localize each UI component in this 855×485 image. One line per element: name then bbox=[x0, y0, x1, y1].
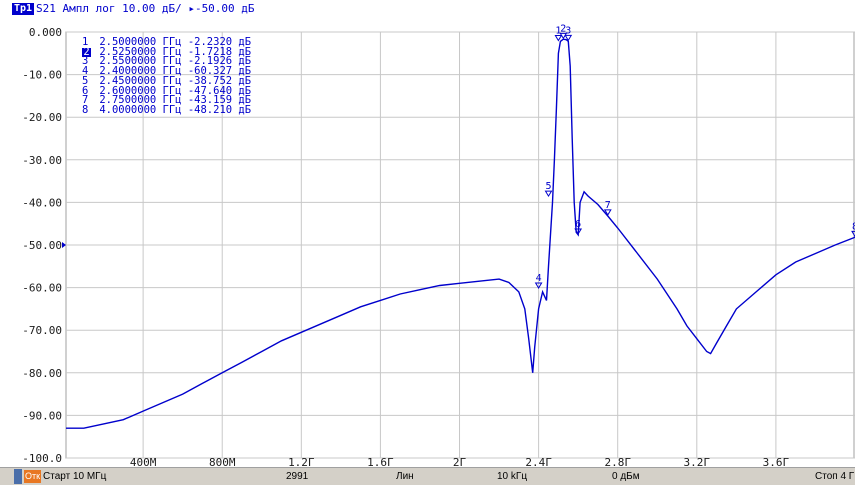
marker-frequency: 2.4000000 ГГц bbox=[99, 65, 182, 78]
y-tick-label: -20.00 bbox=[22, 111, 62, 124]
y-tick-label: -50.00 bbox=[22, 239, 62, 252]
marker-number: 7 bbox=[82, 94, 89, 107]
marker-frequency: 2.4500000 ГГц bbox=[99, 74, 182, 87]
marker-row[interactable]: 6 2.6000000 ГГц -47.640 дБ bbox=[82, 84, 252, 97]
marker-number: 1 bbox=[82, 36, 89, 48]
marker-table: 1 2.5000000 ГГц -2.2320 дБ 2 2.5250000 ГГ… bbox=[82, 36, 252, 116]
marker-row[interactable]: 4 2.4000000 ГГц -60.327 дБ bbox=[82, 65, 252, 78]
marker-number: 2 bbox=[82, 45, 91, 58]
marker-6-label: 6 bbox=[575, 219, 581, 230]
x-tick-label: 1.2Г bbox=[288, 456, 315, 467]
marker-value: -47.640 дБ bbox=[187, 84, 252, 97]
marker-1-symbol[interactable] bbox=[554, 35, 563, 42]
trace-line bbox=[66, 38, 855, 429]
marker-3-label: 3 bbox=[565, 25, 571, 36]
x-tick-label: 2Г bbox=[453, 456, 467, 467]
marker-row[interactable]: 7 2.7500000 ГГц -43.159 дБ bbox=[82, 94, 252, 107]
chart-area[interactable]: 0.000 -10.00 -20.00 -30.00 -40.00 -50.00 -60.0… bbox=[0, 0, 855, 467]
marker-2-label: 2 bbox=[560, 23, 566, 34]
marker-value: -2.1926 дБ bbox=[187, 55, 252, 68]
x-axis: 400M 800M 1.2Г 1.6Г 2Г 2.4Г 2.8Г 3.2Г 3.6Г bbox=[130, 456, 790, 467]
x-tick-label: 800M bbox=[209, 456, 236, 467]
y-tick-label: -100.0 bbox=[22, 452, 62, 465]
marker-row[interactable]: 8 4.0000000 ГГц -48.210 дБ bbox=[82, 103, 252, 116]
marker-number: 4 bbox=[82, 65, 89, 78]
power-level[interactable]: 0 дБм bbox=[612, 471, 640, 482]
start-frequency[interactable]: Старт 10 МГц bbox=[43, 471, 107, 482]
y-tick-label: -80.00 bbox=[22, 367, 62, 380]
reference-level-arrow[interactable] bbox=[62, 242, 66, 248]
marker-5-label: 5 bbox=[545, 181, 551, 192]
marker-frequency: 2.5250000 ГГц bbox=[99, 45, 182, 58]
marker-number: 3 bbox=[82, 55, 89, 68]
marker-frequency: 2.5000000 ГГц bbox=[99, 36, 182, 48]
y-tick-label: -10.00 bbox=[22, 69, 62, 82]
marker-frequency: 4.0000000 ГГц bbox=[99, 103, 182, 116]
y-tick-label: -30.00 bbox=[22, 154, 62, 167]
marker-frequency: 2.7500000 ГГц bbox=[99, 94, 182, 107]
x-tick-label: 1.6Г bbox=[367, 456, 394, 467]
y-tick-label: -60.00 bbox=[22, 282, 62, 295]
marker-4-label: 4 bbox=[536, 273, 542, 284]
marker-number: 8 bbox=[82, 103, 89, 116]
y-axis: 0.000 -10.00 -20.00 -30.00 -40.00 -50.00 -60.0… bbox=[22, 26, 66, 465]
marker-row[interactable]: 1 2.5000000 ГГц -2.2320 дБ bbox=[82, 36, 252, 48]
x-tick-label: 2.4Г bbox=[525, 456, 552, 467]
marker-7-symbol[interactable] bbox=[603, 209, 612, 216]
marker-value: -48.210 дБ bbox=[187, 103, 252, 116]
y-tick-label: -70.00 bbox=[22, 324, 62, 337]
marker-frequency: 2.5500000 ГГц bbox=[99, 55, 182, 68]
marker-value: -43.159 дБ bbox=[187, 94, 252, 107]
marker-4-symbol[interactable] bbox=[534, 282, 543, 289]
status-indicator bbox=[14, 469, 22, 484]
marker-2-symbol[interactable] bbox=[559, 32, 568, 40]
marker-value: -1.7218 дБ bbox=[187, 45, 252, 58]
status-bar: Отк Старт 10 МГц 2991 Лин 10 kГц 0 дБм С… bbox=[0, 467, 855, 485]
marker-value: -38.752 дБ bbox=[187, 74, 252, 87]
marker-8-symbol[interactable] bbox=[851, 230, 855, 238]
trace-markers: 123 4 5 6 7 8 bbox=[534, 23, 855, 289]
y-tick-label: 0.000 bbox=[29, 26, 62, 39]
if-bandwidth[interactable]: 10 kГц bbox=[497, 471, 528, 482]
marker-7-label: 7 bbox=[605, 200, 611, 211]
x-tick-label: 400M bbox=[130, 456, 157, 467]
trace-info: S21 Ампл лог 10.00 дБ/ ▸-50.00 дБ bbox=[36, 2, 255, 15]
marker-value: -60.327 дБ bbox=[187, 65, 252, 78]
trace-s21 bbox=[66, 38, 855, 429]
marker-row[interactable]: 3 2.5500000 ГГц -2.1926 дБ bbox=[82, 55, 252, 68]
marker-row[interactable]: 2 2.5250000 ГГц -1.7218 дБ bbox=[82, 45, 252, 58]
mode-badge[interactable]: Отк bbox=[24, 470, 42, 483]
x-tick-label: 3.6Г bbox=[763, 456, 790, 467]
marker-1-label: 1 bbox=[555, 26, 561, 37]
y-tick-label: -90.00 bbox=[22, 409, 62, 422]
trace-tag[interactable]: Тр1 bbox=[12, 3, 35, 15]
marker-3-symbol[interactable] bbox=[564, 34, 573, 42]
marker-number: 6 bbox=[82, 84, 89, 97]
marker-frequency: 2.6000000 ГГц bbox=[99, 84, 182, 97]
marker-8-label: 8 bbox=[852, 221, 855, 232]
marker-5-symbol[interactable] bbox=[544, 190, 553, 198]
marker-value: -2.2320 дБ bbox=[187, 36, 252, 48]
x-tick-label: 3.2Г bbox=[684, 456, 711, 467]
grid-lines bbox=[65, 31, 855, 459]
marker-number: 5 bbox=[82, 74, 89, 87]
trace-title-bar: Тр1 S21 Ампл лог 10.00 дБ/ ▸-50.00 дБ bbox=[0, 0, 855, 18]
x-tick-label: 2.8Г bbox=[604, 456, 631, 467]
sweep-type[interactable]: Лин bbox=[396, 471, 414, 482]
points-count[interactable]: 2991 bbox=[286, 471, 309, 482]
marker-6-symbol[interactable] bbox=[574, 228, 583, 235]
y-tick-label: -40.00 bbox=[22, 196, 62, 209]
stop-frequency[interactable]: Стоп 4 Г bbox=[815, 471, 855, 482]
marker-row[interactable]: 5 2.4500000 ГГц -38.752 дБ bbox=[82, 74, 252, 87]
